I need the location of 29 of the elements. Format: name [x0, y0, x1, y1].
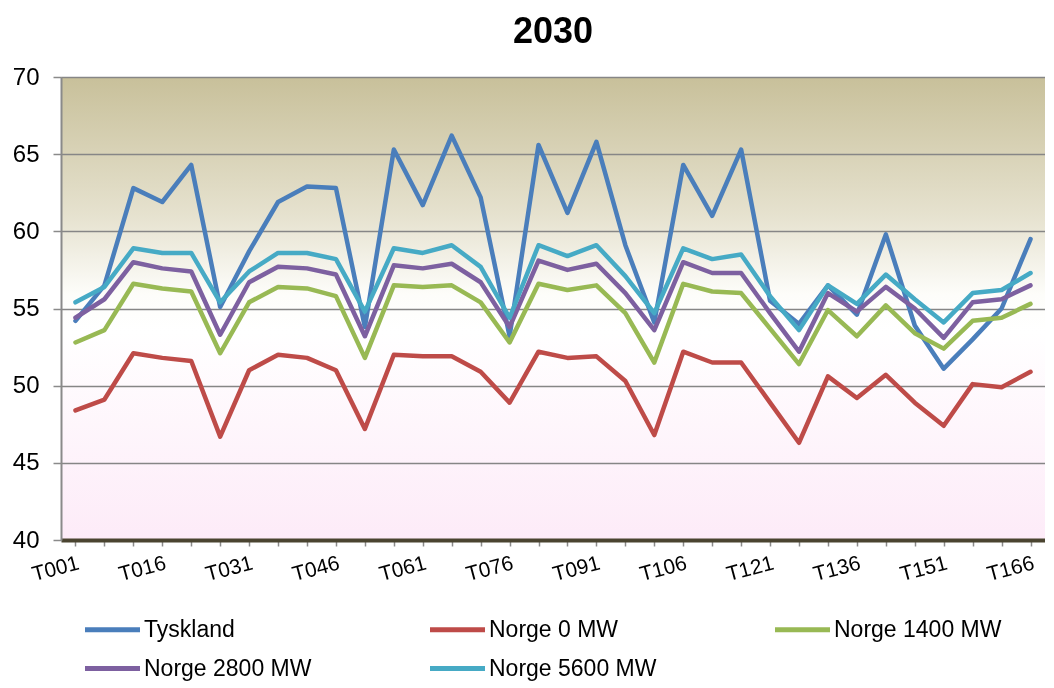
y-tick-label: 70: [12, 62, 40, 90]
y-tick-label: 45: [12, 448, 40, 476]
chart-title: 2030: [512, 10, 594, 51]
legend-label: Norge 2800 MW: [144, 654, 312, 681]
legend-label: Norge 1400 MW: [834, 615, 1002, 642]
line-series: [73, 349, 1033, 446]
y-tick-label: 60: [12, 216, 40, 244]
x-tick-label: T031: [202, 550, 256, 586]
y-tick-label: 65: [12, 139, 40, 167]
line-series: [73, 281, 1033, 367]
x-tick-label: T076: [463, 550, 516, 586]
x-tick-label: T046: [289, 550, 342, 586]
x-tick-label: T106: [636, 550, 690, 586]
x-tick-label: T001: [29, 550, 82, 586]
x-tick-label: T121: [723, 550, 776, 586]
x-tick-label: T091: [550, 550, 603, 586]
line-series: [73, 258, 1033, 354]
y-tick-label: 40: [12, 525, 40, 553]
x-tick-label: T151: [897, 550, 950, 586]
x-tick-label: T061: [376, 550, 429, 586]
legend-label: Tyskland: [144, 615, 235, 642]
x-tick-label: T016: [116, 550, 169, 586]
line-series: [73, 242, 1033, 333]
x-tick-label: T136: [810, 550, 863, 586]
y-tick-label: 50: [12, 371, 40, 399]
legend-label: Norge 5600 MW: [489, 654, 657, 681]
legend-label: Norge 0 MW: [489, 615, 619, 642]
x-tick-label: T166: [984, 550, 1037, 586]
y-tick-label: 55: [12, 294, 40, 321]
